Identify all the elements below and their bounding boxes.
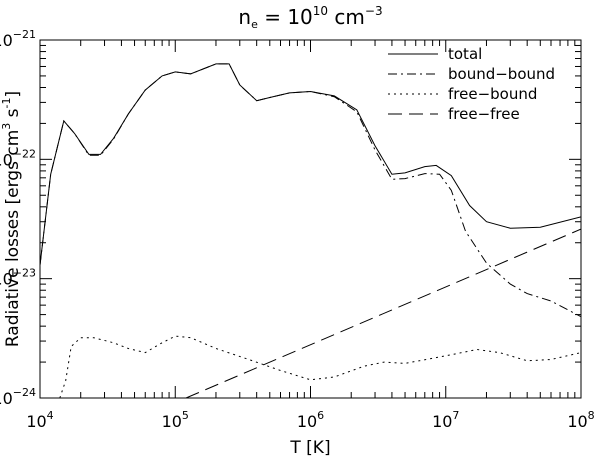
legend-label: free−free (448, 105, 520, 123)
y-tick-label: 10−21 (0, 28, 36, 50)
tick-layer: 104 105 106 107 108 10−24 10−23 10−22 10−21 (0, 28, 595, 431)
x-tick-label: 107 (432, 409, 459, 431)
y-tick-label: 10−22 (0, 147, 36, 169)
series-line-dashdot (40, 63, 581, 318)
legend-label: bound−bound (448, 65, 555, 83)
x-axis-label: T [K] (289, 438, 330, 458)
y-tick-label: 10−24 (0, 386, 36, 408)
legend: total bound−bound free−bound free−free (388, 45, 555, 123)
x-tick-label: 104 (26, 409, 53, 431)
y-tick-label: 10−23 (0, 267, 36, 289)
x-tick-label: 106 (297, 409, 324, 431)
series-layer (40, 63, 581, 398)
y-axis-label: Radiative losses [ergs cm3 s-1] (0, 91, 23, 347)
chart-title: ne = 1010 cm−3 (238, 4, 382, 31)
x-tick-label: 108 (567, 409, 594, 431)
legend-label: free−bound (448, 85, 537, 103)
x-tick-label: 105 (162, 409, 189, 431)
legend-label: total (448, 45, 482, 63)
series-line-dotted (59, 335, 581, 398)
series-line-longdash (185, 228, 581, 398)
